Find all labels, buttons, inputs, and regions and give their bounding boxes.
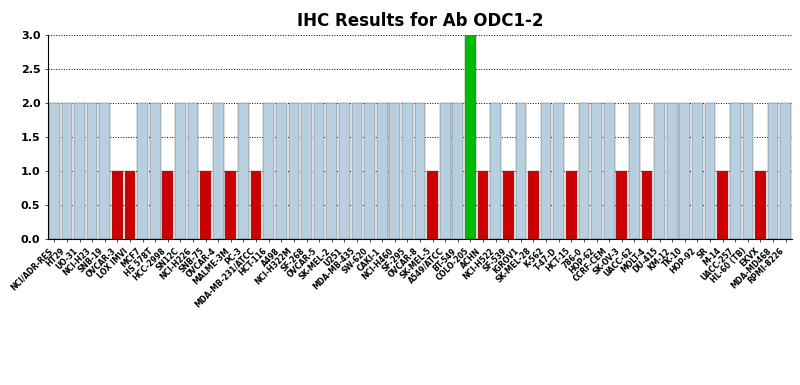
Bar <box>667 103 678 239</box>
Bar <box>528 171 539 239</box>
Bar <box>238 103 249 239</box>
Bar <box>705 103 715 239</box>
Bar <box>718 171 728 239</box>
Bar <box>503 171 514 239</box>
Bar <box>478 171 489 239</box>
Bar <box>377 103 387 239</box>
Bar <box>364 103 375 239</box>
Bar <box>62 103 72 239</box>
Bar <box>780 103 791 239</box>
Bar <box>465 35 476 239</box>
Bar <box>390 103 400 239</box>
Bar <box>679 103 690 239</box>
Bar <box>490 103 501 239</box>
Bar <box>351 103 362 239</box>
Title: IHC Results for Ab ODC1-2: IHC Results for Ab ODC1-2 <box>297 12 543 30</box>
Bar <box>86 103 98 239</box>
Bar <box>578 103 590 239</box>
Bar <box>314 103 325 239</box>
Bar <box>99 103 110 239</box>
Bar <box>440 103 450 239</box>
Bar <box>326 103 337 239</box>
Bar <box>730 103 741 239</box>
Bar <box>642 171 652 239</box>
Bar <box>768 103 778 239</box>
Bar <box>591 103 602 239</box>
Bar <box>276 103 286 239</box>
Bar <box>301 103 312 239</box>
Bar <box>175 103 186 239</box>
Bar <box>402 103 413 239</box>
Bar <box>654 103 665 239</box>
Bar <box>162 171 173 239</box>
Bar <box>554 103 564 239</box>
Bar <box>213 103 223 239</box>
Bar <box>692 103 702 239</box>
Bar <box>150 103 161 239</box>
Bar <box>755 171 766 239</box>
Bar <box>541 103 551 239</box>
Bar <box>226 171 236 239</box>
Bar <box>604 103 614 239</box>
Bar <box>74 103 85 239</box>
Bar <box>125 171 135 239</box>
Bar <box>49 103 60 239</box>
Bar <box>515 103 526 239</box>
Bar <box>188 103 198 239</box>
Bar <box>453 103 463 239</box>
Bar <box>339 103 350 239</box>
Bar <box>414 103 426 239</box>
Bar <box>566 171 577 239</box>
Bar <box>112 171 122 239</box>
Bar <box>263 103 274 239</box>
Bar <box>250 171 262 239</box>
Bar <box>200 171 211 239</box>
Bar <box>289 103 299 239</box>
Bar <box>617 171 627 239</box>
Bar <box>742 103 754 239</box>
Bar <box>629 103 640 239</box>
Bar <box>138 103 148 239</box>
Bar <box>427 171 438 239</box>
